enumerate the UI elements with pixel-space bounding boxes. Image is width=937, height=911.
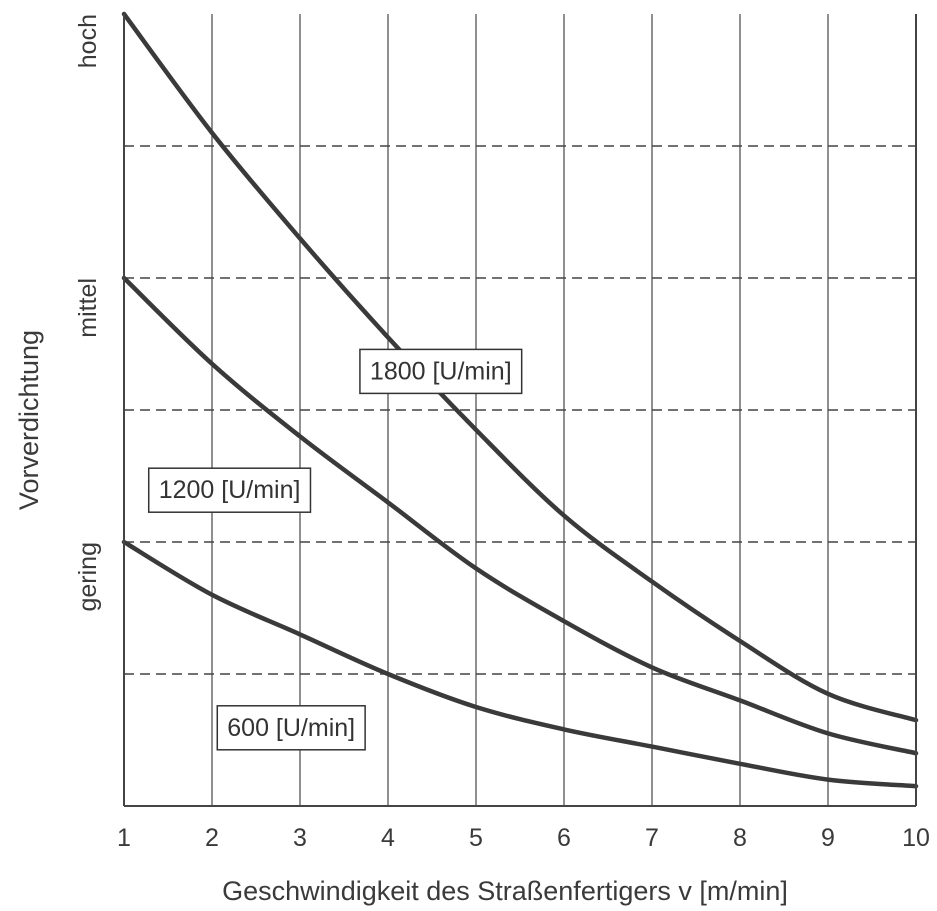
y-tick-labels: gering mittel hoch (74, 14, 102, 612)
x-tick-label: 2 (205, 824, 219, 852)
series-label-box (147, 467, 312, 513)
series-label-text: 600 [U/min] (227, 714, 355, 742)
x-tick-label: 6 (557, 824, 571, 852)
x-tick-label: 3 (293, 824, 307, 852)
x-tick-label: 7 (645, 824, 659, 852)
axes (123, 14, 917, 807)
series-line-1 (121, 275, 919, 756)
x-tick-labels: 1 2 3 4 5 6 7 8 9 10 (117, 824, 930, 852)
grid (124, 14, 916, 806)
y-tick-label: hoch (74, 14, 102, 68)
y-axis-title: Vorverdichtung (14, 330, 44, 510)
x-tick-label: 5 (469, 824, 483, 852)
curves (121, 11, 919, 789)
series-line-2 (121, 539, 919, 789)
x-tick-label: 10 (902, 824, 930, 852)
series-label-1: 1200 [U/min] (147, 467, 312, 513)
series-label-text: 1800 [U/min] (370, 357, 512, 385)
series-label-box (359, 348, 523, 395)
y-tick-label: gering (74, 542, 102, 612)
series-label-box (216, 705, 366, 751)
series-line-0 (121, 11, 919, 723)
x-tick-label: 4 (381, 824, 395, 852)
x-axis-title: Geschwindigkeit des Straßenfertigers v [… (222, 876, 788, 906)
series-labels: 1800 [U/min] 1200 [U/min] 600 [U/min] (147, 348, 523, 751)
x-tick-label: 1 (117, 824, 131, 852)
series-label-2: 600 [U/min] (216, 705, 366, 751)
series-label-0: 1800 [U/min] (359, 348, 523, 395)
series-label-text: 1200 [U/min] (159, 476, 301, 504)
x-tick-label: 9 (821, 824, 835, 852)
y-tick-label: mittel (74, 278, 102, 338)
x-tick-label: 8 (733, 824, 747, 852)
